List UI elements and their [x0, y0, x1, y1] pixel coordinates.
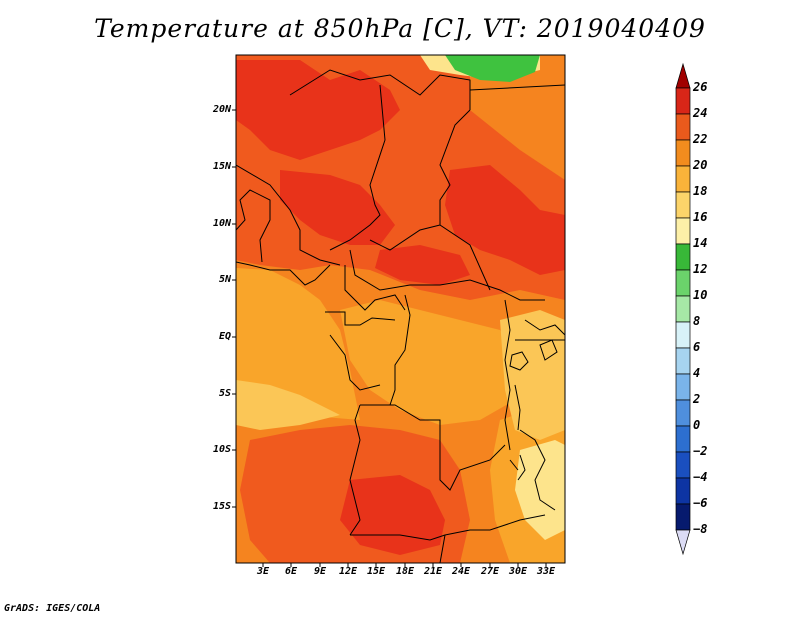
border-line — [524, 319, 565, 336]
lat-label-20n: 20N — [212, 104, 231, 115]
green-region-north — [445, 55, 540, 82]
border-line — [329, 84, 386, 251]
lat-label-10s: 10S — [212, 444, 231, 455]
lon-label-24e: 24E — [451, 566, 471, 577]
colorbar-label: 8 — [693, 314, 701, 328]
lake-outline — [514, 384, 521, 431]
lat-label-10n: 10N — [212, 218, 231, 229]
border-line — [329, 334, 381, 391]
lat-label-15s: 15S — [212, 501, 231, 512]
very-hot-region-sudan — [445, 165, 565, 275]
lon-label-33e: 33E — [536, 566, 556, 577]
lon-label-6e: 6E — [284, 566, 298, 577]
colorbar-label: 24 — [693, 106, 708, 120]
colorbar — [675, 62, 691, 556]
border-line — [325, 311, 396, 326]
colorbar-bottom-triangle — [675, 529, 691, 556]
border-line — [439, 534, 446, 563]
border-line — [369, 224, 441, 251]
border-line — [289, 69, 471, 110]
very-hot-region-chad — [280, 170, 395, 245]
colorbar-segment — [675, 373, 691, 401]
colorbar-label: 22 — [693, 132, 708, 146]
lon-label-21e: 21E — [423, 566, 443, 577]
border-line — [236, 261, 331, 286]
lon-label-12e: 12E — [338, 566, 358, 577]
colorbar-label: 14 — [693, 236, 708, 250]
colorbar-segment — [675, 243, 691, 271]
colorbar-label: −4 — [693, 470, 708, 484]
colorbar-label: 2 — [693, 392, 701, 406]
colorbar-label: −8 — [693, 522, 708, 536]
cool-region-highlands — [500, 310, 565, 440]
chart-title: Temperature at 850hPa [C], VT: 201904040… — [94, 14, 706, 43]
lake-outline — [509, 459, 519, 471]
mild-region-gulf — [236, 268, 360, 420]
lat-label-5s: 5S — [218, 388, 231, 399]
mild-region-congo — [340, 300, 520, 425]
colorbar-label: 18 — [693, 184, 708, 198]
border-line — [349, 249, 545, 301]
colorbar-label: 20 — [693, 158, 708, 172]
colorbar-segment — [675, 113, 691, 141]
lake-outline — [517, 454, 526, 481]
colorbar-segment — [675, 503, 691, 531]
lon-label-30e: 30E — [508, 566, 528, 577]
border-line — [236, 164, 341, 266]
lat-label-5n: 5N — [218, 274, 231, 285]
colorbar-segment — [675, 425, 691, 453]
colorbar-label: −2 — [693, 444, 708, 458]
colorbar-label: 4 — [693, 366, 701, 380]
border-line — [344, 265, 406, 311]
colorbar-top-triangle — [675, 62, 691, 89]
lake-outline — [539, 339, 558, 361]
border-line — [349, 404, 361, 536]
border-line — [236, 189, 271, 263]
colorbar-label: −6 — [693, 496, 708, 510]
colorbar-label: 10 — [693, 288, 708, 302]
colorbar-segment — [675, 295, 691, 323]
axis-ticks — [232, 109, 547, 567]
border-line — [469, 84, 565, 91]
colorbar-segment — [675, 451, 691, 479]
pale-region-southeast — [515, 440, 565, 540]
colorbar-segment — [675, 191, 691, 219]
map-frame — [235, 54, 566, 564]
border-line — [360, 404, 506, 491]
border-line — [350, 514, 546, 541]
colorbar-segment — [675, 87, 691, 115]
colorbar-label: 26 — [693, 80, 708, 94]
very-hot-region-car — [375, 245, 470, 285]
border-line — [519, 429, 556, 511]
lat-label-15n: 15N — [212, 161, 231, 172]
cool-region-coast — [236, 380, 340, 430]
colorbar-segment — [675, 269, 691, 297]
colorbar-segment — [675, 217, 691, 245]
border-line — [504, 299, 511, 451]
colorbar-segment — [675, 477, 691, 505]
colorbar-segment — [675, 347, 691, 375]
colorbar-segment — [675, 139, 691, 167]
lon-label-18e: 18E — [395, 566, 415, 577]
grads-credit: GrADS: IGES/COLA — [4, 603, 101, 614]
country-borders — [236, 69, 565, 563]
colorbar-label: 12 — [693, 262, 708, 276]
lon-label-9e: 9E — [313, 566, 327, 577]
colorbar-label: 6 — [693, 340, 701, 354]
lon-label-27e: 27E — [480, 566, 500, 577]
colorbar-segment — [675, 399, 691, 427]
lon-label-15e: 15E — [366, 566, 386, 577]
border-line — [389, 294, 411, 406]
colorbar-label: 0 — [693, 418, 701, 432]
colorbar-segment — [675, 165, 691, 193]
border-line — [439, 109, 491, 291]
colorbar-segment — [675, 321, 691, 349]
temperature-field — [236, 55, 565, 563]
colorbar-label: 16 — [693, 210, 708, 224]
very-hot-region-northwest — [236, 60, 400, 160]
lat-label-eq: EQ — [218, 331, 231, 342]
lake-outline — [509, 351, 529, 371]
lon-label-3e: 3E — [256, 566, 270, 577]
